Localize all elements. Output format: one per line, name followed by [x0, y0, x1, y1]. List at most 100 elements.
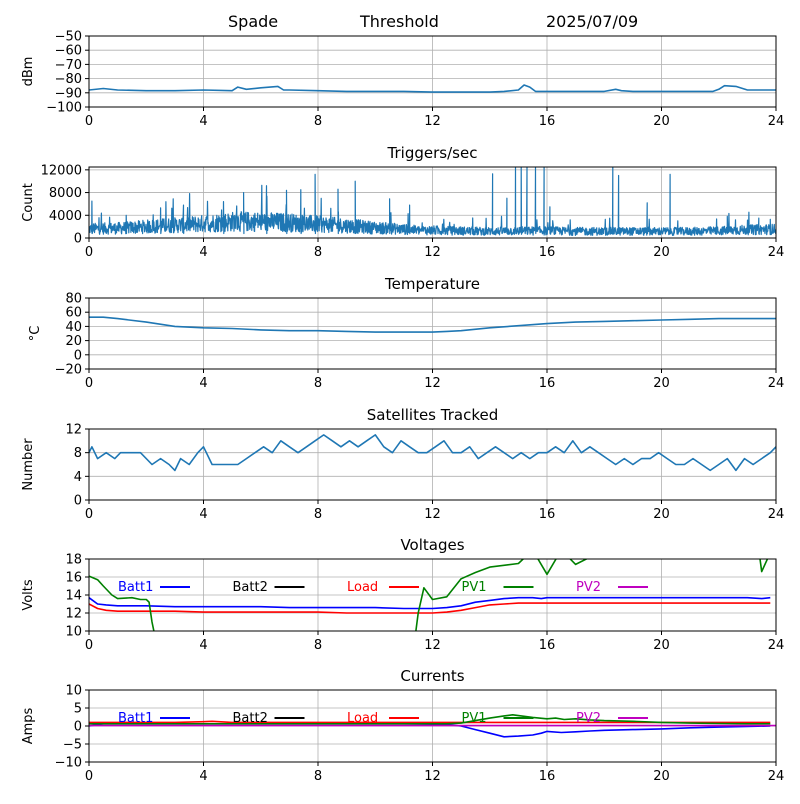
x-tick-label: 20 — [653, 507, 670, 522]
panel-title: Voltages — [400, 536, 464, 554]
x-tick-label: 20 — [653, 769, 670, 784]
series-line-pv1 — [89, 714, 771, 725]
series-line-pv1 — [89, 559, 769, 631]
x-tick-label: 4 — [199, 376, 207, 391]
x-tick-label: 24 — [768, 245, 785, 260]
x-tick-label: 20 — [653, 114, 670, 129]
y-tick-label: 0 — [74, 232, 82, 247]
panel-1: 0 4 8 12 16 20 24 0 4000 8000 12000 Triggers/sec Cou… — [21, 144, 784, 260]
y-tick-label: 10 — [65, 625, 82, 640]
y-tick-label: −60 — [55, 44, 82, 59]
x-tick-label: 0 — [85, 507, 93, 522]
y-axis-label: Number — [21, 438, 36, 491]
y-tick-label: 16 — [65, 571, 82, 586]
legend-label-pv1: PV1 — [462, 580, 487, 595]
series-line-trace — [89, 316, 776, 333]
x-tick-label: 4 — [199, 638, 207, 653]
y-tick-label: 0 — [74, 720, 82, 735]
y-tick-label: −80 — [55, 72, 82, 87]
x-tick-label: 20 — [653, 245, 670, 260]
series-line-load — [89, 602, 771, 614]
x-tick-label: 4 — [199, 114, 207, 129]
y-tick-label: 4000 — [49, 209, 82, 224]
x-tick-label: 0 — [85, 376, 93, 391]
legend-label-batt2: Batt2 — [233, 580, 268, 595]
x-tick-label: 16 — [539, 114, 556, 129]
y-tick-label: −10 — [55, 756, 82, 771]
x-tick-label: 4 — [199, 245, 207, 260]
y-tick-label: −5 — [63, 738, 82, 753]
panel-title: Triggers/sec — [387, 144, 478, 162]
y-axis-label: °C — [28, 326, 43, 342]
legend-label-load: Load — [347, 711, 378, 726]
panel-title: Temperature — [384, 275, 480, 293]
x-tick-label: 4 — [199, 507, 207, 522]
y-tick-label: −90 — [55, 86, 82, 101]
y-tick-label: 0 — [74, 494, 82, 509]
x-tick-label: 20 — [653, 376, 670, 391]
x-tick-label: 8 — [314, 245, 322, 260]
legend-label-batt1: Batt1 — [118, 711, 153, 726]
legend-label-pv2: PV2 — [576, 580, 601, 595]
panel-title: Satellites Tracked — [367, 406, 498, 424]
legend-label-batt2: Batt2 — [233, 711, 268, 726]
y-axis-label: Count — [21, 183, 36, 222]
y-tick-label: 18 — [65, 553, 82, 568]
header-date: 2025/07/09 — [546, 12, 638, 31]
x-tick-label: 16 — [539, 507, 556, 522]
x-tick-label: 24 — [768, 507, 785, 522]
x-tick-label: 8 — [314, 376, 322, 391]
y-tick-label: −100 — [46, 101, 82, 116]
x-tick-label: 12 — [424, 376, 441, 391]
x-tick-label: 12 — [424, 245, 441, 260]
x-tick-label: 8 — [314, 769, 322, 784]
y-tick-label: 8 — [74, 446, 82, 461]
x-tick-label: 8 — [314, 114, 322, 129]
x-tick-label: 16 — [539, 638, 556, 653]
y-tick-label: 5 — [74, 702, 82, 717]
y-tick-label: −20 — [55, 363, 82, 378]
y-tick-label: 80 — [65, 292, 82, 307]
series-line-trace — [89, 434, 776, 472]
x-tick-label: 0 — [85, 769, 93, 784]
y-tick-label: 12 — [65, 607, 82, 622]
y-tick-label: 4 — [74, 470, 82, 485]
x-tick-label: 16 — [539, 769, 556, 784]
x-tick-label: 4 — [199, 769, 207, 784]
y-tick-label: 0 — [74, 348, 82, 363]
x-tick-label: 12 — [424, 114, 441, 129]
panel-5: 0 4 8 12 16 20 24 −10 −5 0 5 10 Currents Amps Batt1 Bat… — [21, 667, 784, 784]
x-tick-label: 24 — [768, 376, 785, 391]
y-tick-label: −50 — [55, 30, 82, 45]
y-tick-label: 12 — [65, 423, 82, 438]
header-label: Threshold — [359, 12, 439, 31]
y-tick-label: 12000 — [41, 163, 82, 178]
y-tick-label: 8000 — [49, 186, 82, 201]
panel-0: 0 4 8 12 16 20 24 −100−90−80−70−60−50 dBm — [21, 30, 784, 130]
legend-label-pv2: PV2 — [576, 711, 601, 726]
y-tick-label: 40 — [65, 320, 82, 335]
x-tick-label: 16 — [539, 245, 556, 260]
panel-title: Currents — [400, 667, 464, 685]
header-station: Spade — [228, 12, 278, 31]
x-tick-label: 12 — [424, 638, 441, 653]
x-tick-label: 12 — [424, 507, 441, 522]
x-tick-label: 0 — [85, 245, 93, 260]
series-line-trace — [89, 84, 776, 93]
y-axis-label: dBm — [21, 57, 36, 87]
panel-4: 0 4 8 12 16 20 24 10 12 14 16 18 Voltages Volts Batt1 B… — [21, 536, 784, 653]
legend-label-batt1: Batt1 — [118, 580, 153, 595]
y-tick-label: 14 — [65, 589, 82, 604]
y-tick-label: 10 — [65, 684, 82, 699]
series-line-batt1 — [89, 596, 771, 610]
x-tick-label: 0 — [85, 638, 93, 653]
y-axis-label: Volts — [21, 579, 36, 611]
x-tick-label: 24 — [768, 638, 785, 653]
x-tick-label: 16 — [539, 376, 556, 391]
legend-label-pv1: PV1 — [462, 711, 487, 726]
y-tick-label: −70 — [55, 58, 82, 73]
x-tick-label: 0 — [85, 114, 93, 129]
